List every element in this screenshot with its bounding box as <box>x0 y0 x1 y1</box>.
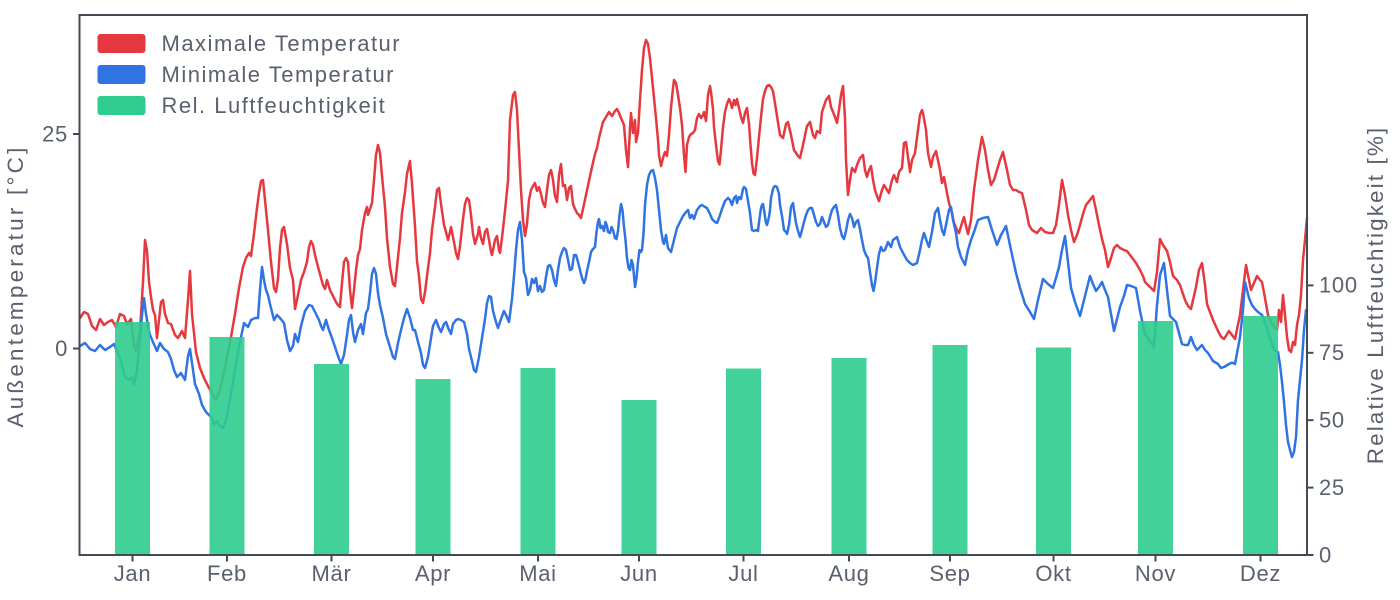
svg-text:Mär: Mär <box>312 561 352 586</box>
svg-text:0: 0 <box>55 336 68 361</box>
svg-text:Außentemperatur [°C]: Außentemperatur [°C] <box>3 144 28 427</box>
svg-text:Rel. Luftfeuchtigkeit: Rel. Luftfeuchtigkeit <box>162 93 387 118</box>
svg-text:Dez: Dez <box>1240 561 1281 586</box>
svg-text:Maximale Temperatur: Maximale Temperatur <box>162 31 402 56</box>
svg-text:Sep: Sep <box>929 561 970 586</box>
svg-text:Relative Luftfeuchtigkeit [%]: Relative Luftfeuchtigkeit [%] <box>1363 126 1388 465</box>
svg-text:Jun: Jun <box>620 561 658 586</box>
svg-text:Okt: Okt <box>1035 561 1071 586</box>
svg-text:75: 75 <box>1319 340 1345 365</box>
svg-text:Nov: Nov <box>1135 561 1176 586</box>
svg-text:Feb: Feb <box>207 561 247 586</box>
svg-text:0: 0 <box>1319 542 1332 567</box>
svg-text:100: 100 <box>1319 273 1358 298</box>
svg-text:Mai: Mai <box>519 561 557 586</box>
svg-text:Minimale Temperatur: Minimale Temperatur <box>162 62 396 87</box>
svg-text:Jan: Jan <box>114 561 152 586</box>
svg-text:25: 25 <box>42 121 68 146</box>
svg-text:25: 25 <box>1319 475 1345 500</box>
svg-text:50: 50 <box>1319 408 1345 433</box>
svg-text:Jul: Jul <box>728 561 758 586</box>
svg-text:Apr: Apr <box>415 561 451 586</box>
svg-text:Aug: Aug <box>828 561 869 586</box>
